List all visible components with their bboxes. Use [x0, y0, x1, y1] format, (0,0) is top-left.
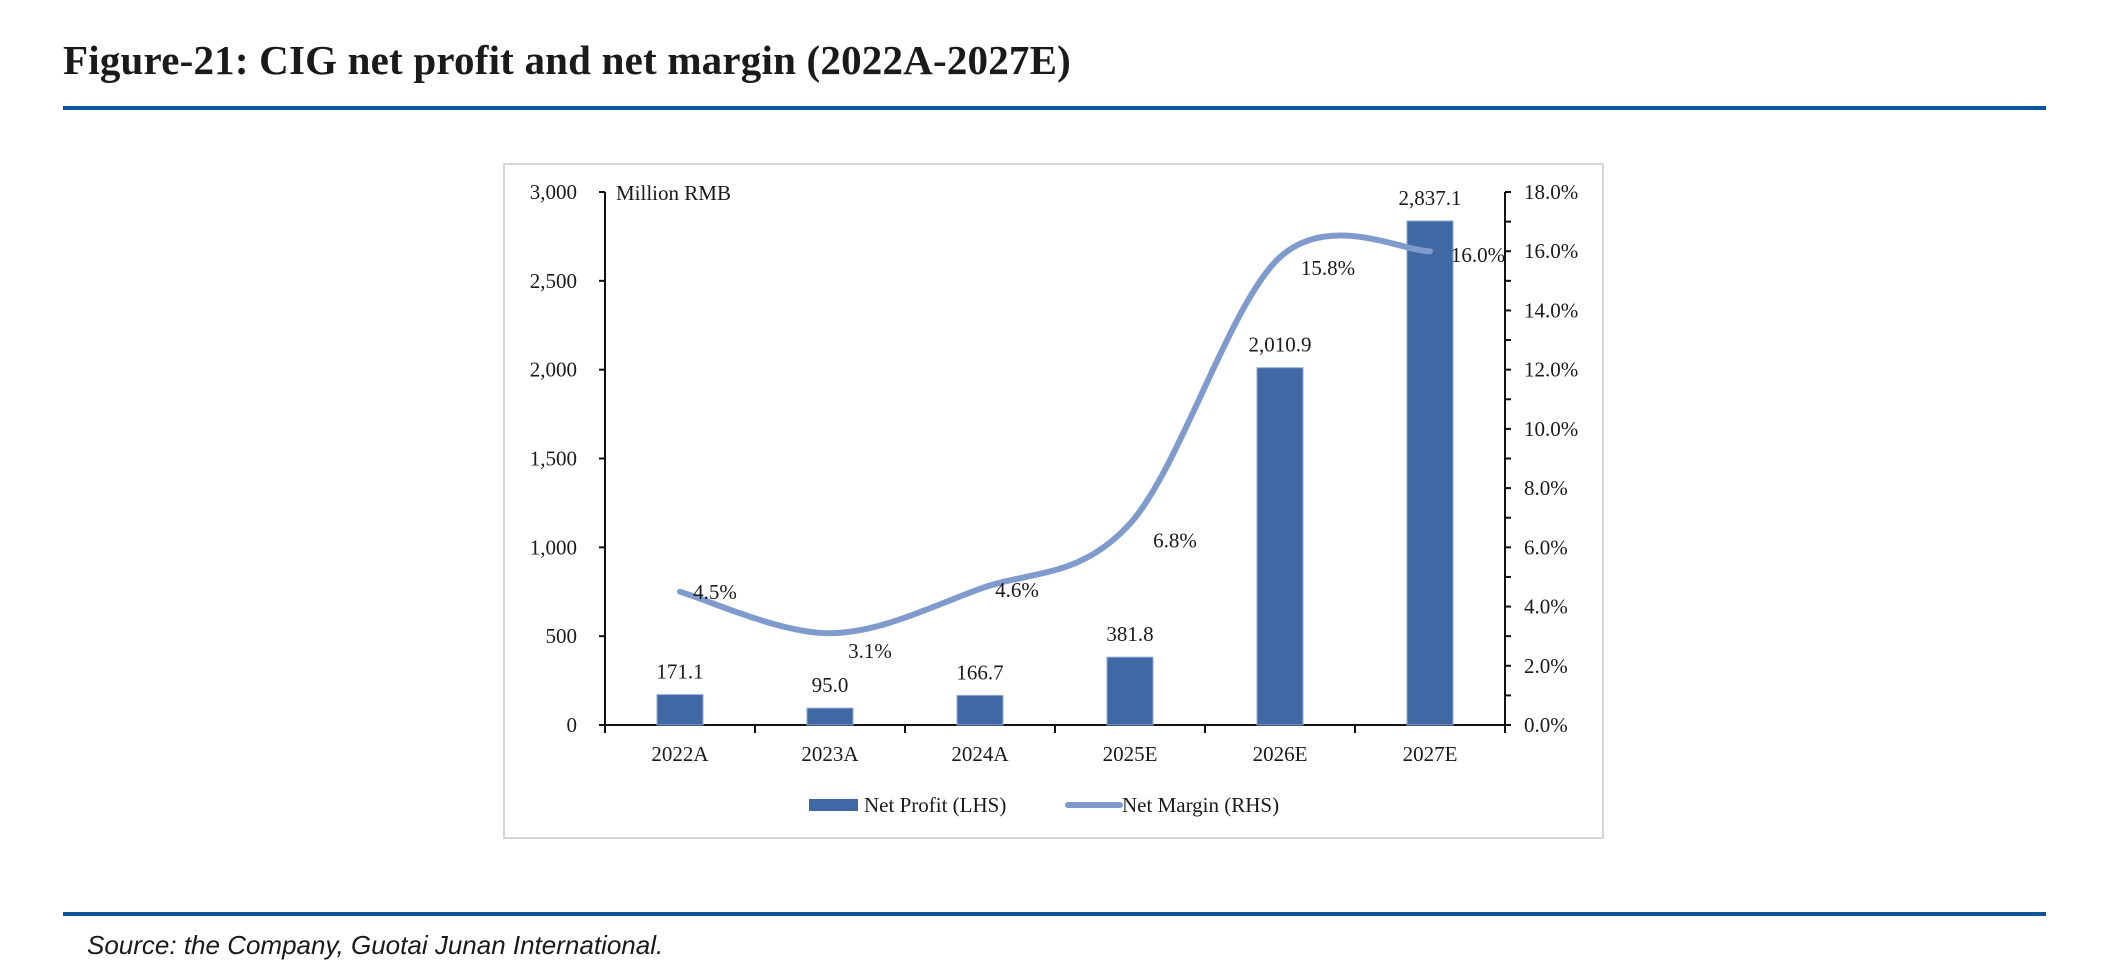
x-axis-tick-label: 2027E — [1403, 742, 1458, 766]
bar-value-label: 2,010.9 — [1249, 333, 1312, 357]
line-net-margin — [677, 232, 1433, 637]
legend-swatch-net-profit — [809, 799, 858, 811]
line-value-label: 3.1% — [848, 639, 892, 663]
footer-divider — [63, 912, 2046, 916]
bar-net-profit — [806, 707, 854, 726]
right-axis-tick-label: 0.0% — [1524, 713, 1568, 737]
bar-value-label: 2,837.1 — [1399, 186, 1462, 210]
left-axis-tick-label: 3,000 — [530, 180, 577, 204]
right-axis-tick-label: 4.0% — [1524, 595, 1568, 619]
line-value-label: 6.8% — [1153, 529, 1197, 553]
x-axis-tick-label: 2024A — [951, 742, 1009, 766]
right-axis-tick-label: 12.0% — [1524, 358, 1578, 382]
legend-label-net-margin: Net Margin (RHS) — [1122, 793, 1279, 817]
figure-title: Figure-21: CIG net profit and net margin… — [63, 37, 1072, 83]
right-axis-tick-label: 14.0% — [1524, 298, 1578, 322]
x-axis-tick-label: 2026E — [1253, 742, 1308, 766]
legend-label-net-profit: Net Profit (LHS) — [864, 793, 1006, 817]
left-axis-tick-label: 1,000 — [530, 535, 577, 559]
left-axis-tick-label: 2,500 — [530, 269, 577, 293]
bar-value-label: 381.8 — [1106, 622, 1153, 646]
bar-net-profit — [1106, 656, 1154, 726]
source-note: Source: the Company, Guotai Junan Intern… — [87, 930, 664, 960]
x-axis-tick-label: 2023A — [801, 742, 859, 766]
bar-value-label: 166.7 — [956, 660, 1003, 684]
axes: 0 500 1,000 1,500 2,000 2,500 3,000 0.0% 2.0% 4.0… — [530, 180, 1579, 766]
line-value-label: 16.0% — [1451, 243, 1505, 267]
x-axis-tick-label: 2025E — [1103, 742, 1158, 766]
x-axis-tick-label: 2022A — [651, 742, 709, 766]
right-axis-tick-label: 8.0% — [1524, 476, 1568, 500]
right-axis-tick-label: 16.0% — [1524, 239, 1578, 263]
line-series — [677, 232, 1433, 637]
right-axis-tick-label: 10.0% — [1524, 417, 1578, 441]
bar-value-label: 171.1 — [656, 660, 703, 684]
chart-frame — [503, 163, 1604, 839]
line-value-label: 4.6% — [995, 578, 1039, 602]
data-labels: 171.1 95.0 166.7 381.8 2,010.9 2,837.1 4.5% 3.1… — [656, 186, 1505, 697]
bar-net-profit — [656, 694, 704, 726]
left-axis-tick-label: 1,500 — [530, 447, 577, 471]
bar-net-profit — [1256, 367, 1304, 726]
right-axis-tick-label: 18.0% — [1524, 180, 1578, 204]
legend: Net Profit (LHS) Net Margin (RHS) — [809, 793, 1279, 817]
left-axis-tick-label: 0 — [567, 713, 578, 737]
line-value-label: 4.5% — [693, 580, 737, 604]
bar-series — [656, 220, 1454, 726]
right-axis-tick-label: 2.0% — [1524, 654, 1568, 678]
unit-label: Million RMB — [616, 181, 731, 205]
bar-net-profit — [956, 694, 1004, 726]
bar-value-label: 95.0 — [812, 673, 849, 697]
bar-net-profit — [1406, 220, 1454, 726]
line-value-label: 15.8% — [1301, 256, 1355, 280]
title-divider — [63, 106, 2046, 110]
left-axis-tick-label: 2,000 — [530, 358, 577, 382]
right-axis-tick-label: 6.0% — [1524, 535, 1568, 559]
left-axis-tick-label: 500 — [546, 624, 578, 648]
